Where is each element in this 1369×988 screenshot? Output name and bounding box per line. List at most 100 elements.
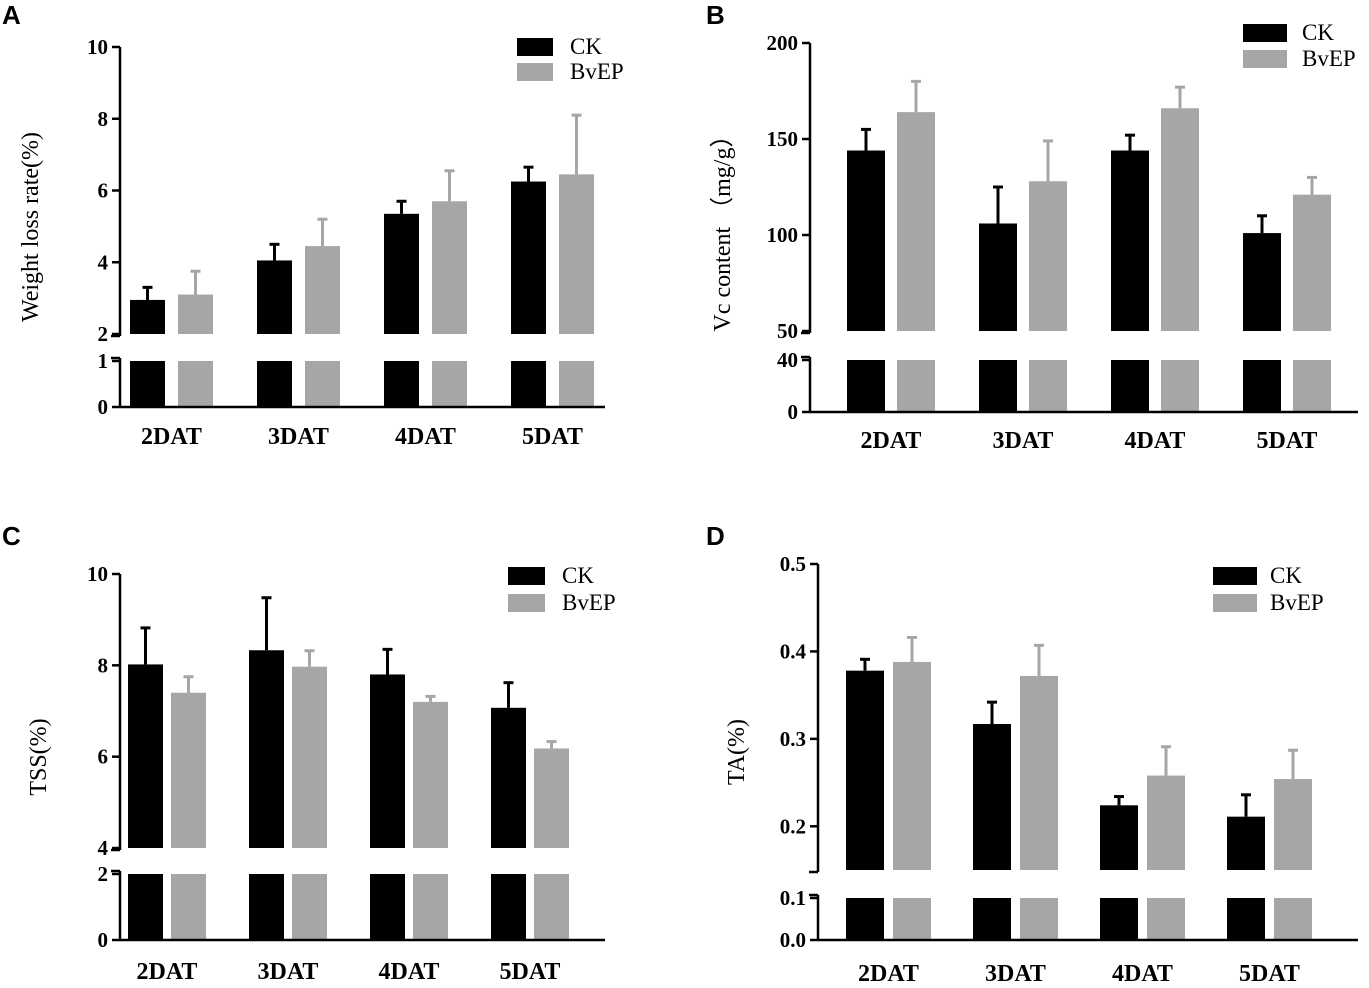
x-tick-label: 4DAT (395, 424, 456, 450)
panel-letter: D (706, 521, 725, 551)
y-tick-label: 150 (767, 127, 799, 151)
x-tick-label: 2DAT (137, 959, 198, 985)
bar-ck-2dat (847, 150, 885, 331)
y-tick-label: 10 (87, 562, 108, 586)
legend-label-bvep: BvEP (1302, 46, 1356, 71)
bar-ck-3dat (973, 723, 1011, 870)
y-tick-label: 50 (777, 319, 798, 343)
bar-bvep-4dat (1161, 108, 1199, 331)
bar-bvep-5dat-lower (1274, 898, 1312, 940)
bar-bvep-3dat (305, 246, 340, 334)
bar-ck-2dat-lower (128, 874, 163, 940)
y-tick-label: 2 (98, 862, 109, 886)
bar-bvep-5dat (1274, 779, 1312, 870)
chart-panel-a: A 2DAT 3DAT 4DAT 5DAT 2 4 6 8 10 0 1 Weight loss rat… (2, 0, 624, 450)
legend-swatch-ck (508, 567, 545, 585)
bar-bvep-5dat-lower (559, 361, 594, 407)
bar-ck-4dat-lower (1111, 360, 1149, 412)
y-tick-label: 6 (98, 745, 109, 769)
y-tick-label: 0 (98, 928, 109, 952)
bar-bvep-2dat-lower (897, 360, 935, 412)
legend-swatch-ck (1213, 567, 1257, 585)
bar-ck-4dat-lower (384, 361, 419, 407)
bar-bvep-4dat (432, 201, 467, 334)
y-tick-label: 8 (98, 653, 109, 677)
y-tick-label: 0.5 (780, 552, 806, 576)
bar-bvep-3dat-lower (1029, 360, 1067, 412)
x-tick-label: 3DAT (268, 424, 329, 450)
bar-bvep-2dat (171, 692, 206, 848)
bar-bvep-4dat-lower (413, 874, 448, 940)
bar-ck-3dat-lower (979, 360, 1017, 412)
legend-swatch-bvep (1243, 50, 1287, 68)
x-tick-label: 5DAT (1257, 428, 1318, 454)
y-axis-label: TA(%) (724, 719, 750, 785)
bar-ck-4dat-lower (1100, 898, 1138, 940)
bar-bvep-2dat-lower (893, 898, 931, 940)
bar-bvep-3dat (292, 666, 327, 848)
y-tick-label: 4 (98, 250, 109, 274)
bar-ck-4dat (1111, 150, 1149, 331)
bar-ck-2dat (128, 664, 163, 848)
y-axis-label: TSS(%) (26, 718, 52, 795)
legend-label-bvep: BvEP (1270, 590, 1324, 615)
y-tick-label: 2 (98, 322, 109, 346)
x-tick-label: 4DAT (1112, 961, 1173, 987)
bar-bvep-5dat (534, 748, 569, 848)
legend-swatch-bvep (508, 594, 545, 612)
bar-bvep-5dat-lower (534, 874, 569, 940)
bar-bvep-2dat-lower (171, 874, 206, 940)
bar-ck-3dat-lower (257, 361, 292, 407)
y-axis-label: Vc content （mg/g） (710, 124, 736, 332)
bar-bvep-4dat-lower (1147, 898, 1185, 940)
legend-swatch-ck (1243, 24, 1287, 42)
bar-ck-5dat (1227, 816, 1265, 870)
bar-bvep-4dat (1147, 775, 1185, 870)
bar-ck-2dat (130, 299, 165, 334)
x-tick-label: 2DAT (861, 428, 922, 454)
legend-label-bvep: BvEP (570, 59, 624, 84)
y-tick-label: 0 (788, 400, 799, 424)
bar-bvep-4dat-lower (432, 361, 467, 407)
y-tick-label: 0.3 (780, 727, 806, 751)
bar-bvep-2dat-lower (178, 361, 213, 407)
bar-bvep-2dat (178, 294, 213, 334)
legend-swatch-ck (517, 38, 553, 56)
y-tick-label: 0.2 (780, 814, 806, 838)
y-tick-label: 1 (98, 349, 109, 373)
x-tick-label: 4DAT (1125, 428, 1186, 454)
bar-bvep-3dat (1029, 181, 1067, 331)
legend-label-ck: CK (562, 563, 594, 588)
bar-ck-5dat-lower (1243, 360, 1281, 412)
y-tick-label: 0.0 (780, 928, 806, 952)
bar-ck-5dat (511, 181, 546, 334)
y-tick-label: 6 (98, 179, 109, 203)
legend-label-ck: CK (1302, 20, 1334, 45)
bar-ck-3dat-lower (249, 874, 284, 940)
panel-letter: C (2, 521, 21, 551)
bar-bvep-3dat-lower (292, 874, 327, 940)
bar-ck-5dat-lower (1227, 898, 1265, 940)
x-tick-label: 5DAT (522, 424, 583, 450)
x-tick-label: 2DAT (141, 424, 202, 450)
x-tick-label: 3DAT (258, 959, 319, 985)
bar-bvep-5dat (1293, 194, 1331, 331)
bar-ck-4dat-lower (370, 874, 405, 940)
y-tick-label: 40 (777, 348, 798, 372)
legend-swatch-bvep (1213, 594, 1257, 612)
bar-ck-3dat-lower (973, 898, 1011, 940)
panel-letter: B (706, 0, 725, 30)
bar-ck-3dat (249, 650, 284, 848)
bar-ck-5dat (491, 707, 526, 848)
bar-ck-2dat-lower (846, 898, 884, 940)
bar-bvep-3dat (1020, 675, 1058, 870)
bar-bvep-5dat-lower (1293, 360, 1331, 412)
bar-bvep-5dat (559, 174, 594, 334)
x-tick-label: 5DAT (1239, 961, 1300, 987)
y-tick-label: 10 (87, 35, 108, 59)
bar-ck-5dat (1243, 233, 1281, 331)
panel-letter: A (2, 0, 21, 30)
chart-panel-b: B 2DAT 3DAT 4DAT 5DAT 50 100 150 200 0 40 Vc conten… (706, 0, 1358, 454)
